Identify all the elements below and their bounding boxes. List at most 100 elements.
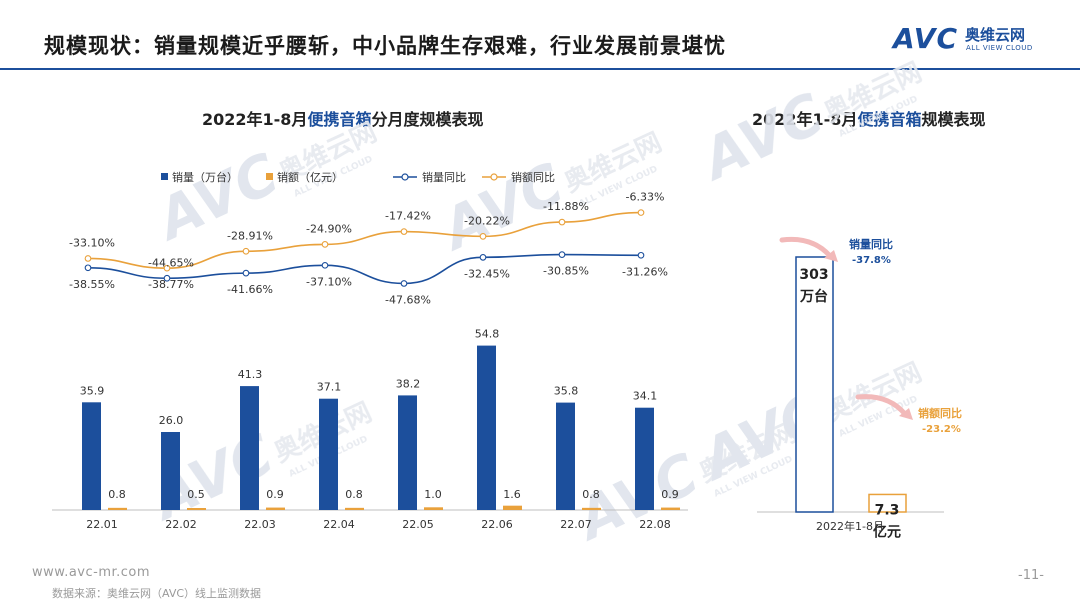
total-chart-title: 2022年1-8月便携音箱规模表现 [752,106,985,130]
watermark-mark: AVC [690,81,833,194]
footer-url: www.avc-mr.com [32,565,151,580]
bar-sales-value [503,505,522,510]
label-sales-volume: 34.1 [633,390,658,403]
label-volume-yoy: -47.68% [385,293,431,306]
label-sales-volume: 35.9 [80,384,105,397]
bar-sales-volume [556,402,575,510]
point-value-yoy [321,241,329,248]
bar-sales-value [266,507,285,510]
x-tick-label: 22.03 [244,518,276,531]
point-value-yoy [242,247,250,255]
total-title-category: 便携音箱 [857,110,922,129]
bar-sales-volume [82,402,101,510]
arrow-volume-yoy [779,236,833,259]
x-tick-label: 22.04 [323,518,355,531]
total-title-period: 2022年1-8月 [752,110,858,129]
label-total-volume-yoy: -37.8% [852,255,891,266]
footer-source-note: 数据来源：奥维云网（AVC）线上监测数据 [52,587,262,600]
label-total-value-yoy: -23.2% [922,424,961,435]
legend-swatch-sales-volume [161,173,168,180]
bar-sales-value [345,507,364,510]
page-title: 规模现状：销量规模近乎腰斩，中小品牌生存艰难，行业发展前景堪忧 [44,34,726,58]
monthly-chart-title: 2022年1-8月便携音箱分月度规模表现 [202,106,483,130]
point-volume-yoy [321,261,329,269]
label-sales-volume: 26.0 [159,414,184,427]
bar-sales-volume [319,398,338,510]
bar-sales-volume [161,432,180,510]
line-value-yoy [87,211,642,269]
label-sales-volume: 35.8 [554,385,579,398]
title-divider-end [1052,68,1080,70]
monthly-title-suffix: 分月度规模表现 [371,110,484,129]
label-value-yoy: -38.77% [148,278,194,291]
bar-total-sales-volume [795,256,834,513]
bar-sales-value [187,508,206,510]
x-tick-label: 22.02 [165,518,197,531]
monthly-title-category: 便携音箱 [307,110,372,129]
arrowhead-value-yoy [899,408,913,420]
label-sales-value: 0.5 [187,488,205,501]
label-sales-volume: 41.3 [238,368,263,381]
chart-legend: 销量（万台） 销额（亿元） 销量同比 销额同比 [161,170,555,184]
point-value-yoy [163,264,171,272]
label-total-value-unit: 亿元 [873,523,901,540]
label-sales-value: 1.0 [424,488,442,501]
label-volume-yoy: -32.45% [464,267,510,280]
point-volume-yoy [84,264,92,272]
point-value-yoy [558,218,566,226]
label-volume-yoy: -38.55% [69,278,115,291]
point-volume-yoy [479,253,487,261]
label-value-yoy: -11.88% [543,200,589,213]
label-total-volume-yoy-title: 销量同比 [849,237,893,251]
label-value-yoy: -33.10% [69,236,115,249]
label-value-yoy: -17.42% [385,210,431,223]
label-sales-value: 0.8 [345,488,363,501]
monthly-title-period: 2022年1-8月 [202,110,308,129]
bar-sales-volume [398,395,417,510]
label-volume-yoy: -44.65% [148,256,194,269]
title-divider [0,68,1052,70]
legend-swatch-sales-value [266,173,273,180]
bar-sales-value [582,507,601,510]
label-volume-yoy: -41.66% [227,283,273,296]
label-value-yoy: -24.90% [306,222,352,235]
avc-logo-mark: AVC [893,22,958,55]
point-value-yoy [479,233,487,240]
x-tick-label: 22.08 [639,518,671,531]
bar-sales-value [424,507,443,510]
bar-sales-volume [477,345,496,510]
point-volume-yoy [637,251,645,259]
legend-label-sales-volume: 销量（万台） [172,170,238,184]
label-total-value-yoy-title: 销额同比 [918,406,962,420]
point-volume-yoy [242,269,250,277]
bar-sales-volume [240,386,259,510]
bar-sales-value [108,507,127,510]
x-tick-label: 22.06 [481,518,513,531]
label-value-yoy: -28.91% [227,229,273,242]
page-number: -11- [1018,568,1044,583]
label-sales-volume: 54.8 [475,328,500,341]
label-sales-value: 1.6 [503,488,521,501]
label-total-value-value: 7.3 [875,502,900,518]
bar-total-sales-value [868,493,907,513]
legend-label-value-yoy: 销额同比 [511,170,555,184]
legend-marker-volume-yoy [401,173,409,181]
x-tick-label: 22.01 [86,518,118,531]
total-title-suffix: 规模表现 [921,110,986,129]
label-volume-yoy: -37.10% [306,275,352,288]
legend-label-sales-value: 销额（亿元） [277,170,343,184]
label-value-yoy: -6.33% [626,191,665,204]
legend-marker-value-yoy [490,173,498,181]
label-sales-value: 0.9 [661,488,679,501]
bar-sales-volume [635,407,654,510]
x-tick-label: 22.07 [560,518,592,531]
label-volume-yoy: -30.85% [543,265,589,278]
monthly-chart: 35.9 0.8 22.01 26.0 0.5 22.02 41.3 0.9 22.03 37.1… [52,191,688,531]
point-value-yoy [84,255,92,262]
bar-sales-value [661,507,680,510]
total-x-tick-label: 2022年1-8月 [816,519,884,533]
label-total-volume-value: 303 [799,267,828,283]
point-volume-yoy [163,274,171,282]
